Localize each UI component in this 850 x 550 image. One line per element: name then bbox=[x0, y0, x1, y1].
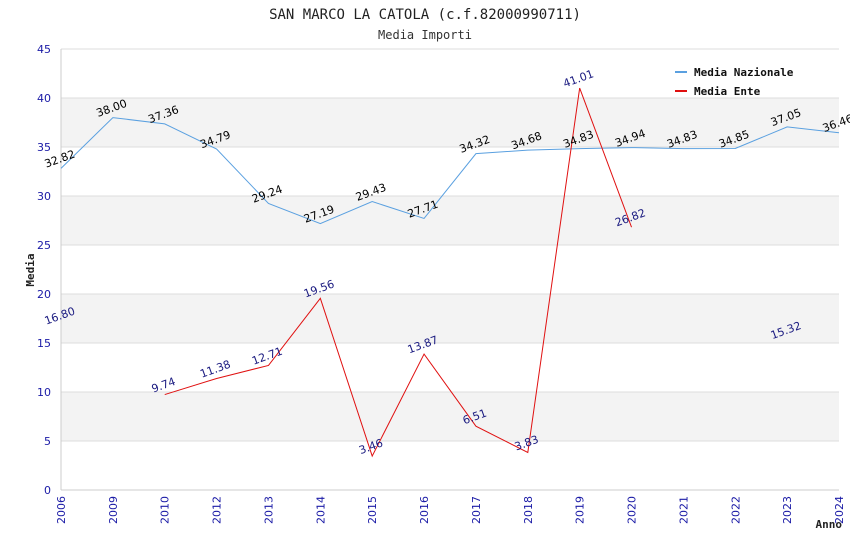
grid-band bbox=[61, 294, 839, 343]
grid-band bbox=[61, 441, 839, 490]
y-tick-label: 5 bbox=[44, 435, 51, 448]
x-axis-title: Anno bbox=[816, 518, 843, 531]
x-tick-label: 2015 bbox=[366, 496, 379, 524]
y-tick-label: 45 bbox=[37, 43, 51, 56]
x-axis: 2006 2009 2010 2012 2013 2014 2015 2016 2017 2018… bbox=[55, 496, 846, 524]
x-tick-label: 2022 bbox=[729, 496, 742, 524]
y-axis: 0 5 10 15 20 25 30 35 40 45 bbox=[37, 43, 51, 497]
y-tick-label: 20 bbox=[37, 288, 51, 301]
grid-band bbox=[61, 49, 839, 98]
legend-entry: Media Ente bbox=[694, 85, 761, 98]
grid-band bbox=[61, 245, 839, 294]
x-tick-label: 2019 bbox=[574, 496, 587, 524]
x-tick-label: 2020 bbox=[626, 496, 639, 524]
y-tick-label: 30 bbox=[37, 190, 51, 203]
y-tick-label: 10 bbox=[37, 386, 51, 399]
legend: Media Nazionale Media Ente bbox=[675, 66, 794, 98]
x-tick-label: 2012 bbox=[211, 496, 224, 524]
x-tick-label: 2023 bbox=[781, 496, 794, 524]
x-tick-label: 2021 bbox=[677, 496, 690, 524]
series-lines bbox=[60, 87, 840, 458]
x-tick-label: 2009 bbox=[107, 496, 120, 524]
y-axis-title: Media bbox=[24, 253, 37, 286]
y-tick-label: 25 bbox=[37, 239, 51, 252]
grid-band bbox=[61, 98, 839, 147]
grid-band bbox=[61, 147, 839, 196]
x-tick-label: 2017 bbox=[470, 496, 483, 524]
chart-title: SAN MARCO LA CATOLA (c.f.82000990711) bbox=[269, 7, 581, 23]
x-tick-label: 2016 bbox=[418, 496, 431, 524]
legend-entry: Media Nazionale bbox=[694, 66, 794, 79]
chart-subtitle: Media Importi bbox=[378, 28, 472, 42]
series-line-2 bbox=[164, 87, 633, 458]
grid-band bbox=[61, 392, 839, 441]
y-tick-label: 35 bbox=[37, 141, 51, 154]
x-tick-label: 2018 bbox=[522, 496, 535, 524]
x-tick-label: 2024 bbox=[833, 496, 846, 524]
x-tick-label: 2014 bbox=[314, 496, 327, 524]
grid-band bbox=[61, 343, 839, 392]
series-line-1 bbox=[60, 117, 840, 225]
x-tick-label: 2013 bbox=[262, 496, 275, 524]
x-tick-label: 2006 bbox=[55, 496, 68, 524]
y-tick-label: 0 bbox=[44, 484, 51, 497]
y-tick-label: 40 bbox=[37, 92, 51, 105]
x-tick-label: 2010 bbox=[159, 496, 172, 524]
grid-band bbox=[61, 196, 839, 245]
grid-bands bbox=[60, 48, 839, 491]
y-tick-label: 15 bbox=[37, 337, 51, 350]
